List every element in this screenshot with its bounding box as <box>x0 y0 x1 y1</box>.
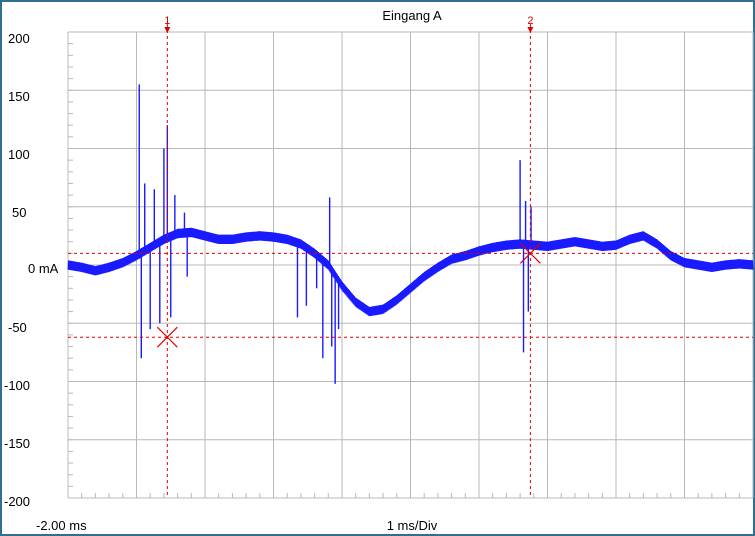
trace-line <box>67 227 754 317</box>
cursor-handle <box>527 27 534 33</box>
y-tick-label: 100 <box>8 147 30 162</box>
y-axis-labels: 200 150 100 50 0 mA -50 -100 -150 -200 <box>4 31 59 509</box>
cursor-label: 1 <box>164 15 170 27</box>
grid <box>67 31 754 499</box>
signal-trace <box>67 84 754 384</box>
cursor-label: 2 <box>527 15 533 27</box>
cursor-handle <box>164 27 171 33</box>
y-tick-label: 200 <box>8 31 30 46</box>
cursor-cross-marker <box>519 242 541 264</box>
cursor-cross-marker <box>156 326 178 348</box>
y-tick-label: -100 <box>4 378 30 393</box>
y-tick-label: -150 <box>4 436 30 451</box>
y-tick-label: -200 <box>4 494 30 509</box>
time-division-label: 1 ms/Div <box>387 518 438 533</box>
x-start-label: -2.00 ms <box>36 518 87 533</box>
zero-unit-label: 0 mA <box>28 261 59 276</box>
channel-title: Eingang A <box>382 8 442 23</box>
y-tick-label: 150 <box>8 89 30 104</box>
y-tick-label: 50 <box>12 205 26 220</box>
y-tick-label: -50 <box>8 320 27 335</box>
